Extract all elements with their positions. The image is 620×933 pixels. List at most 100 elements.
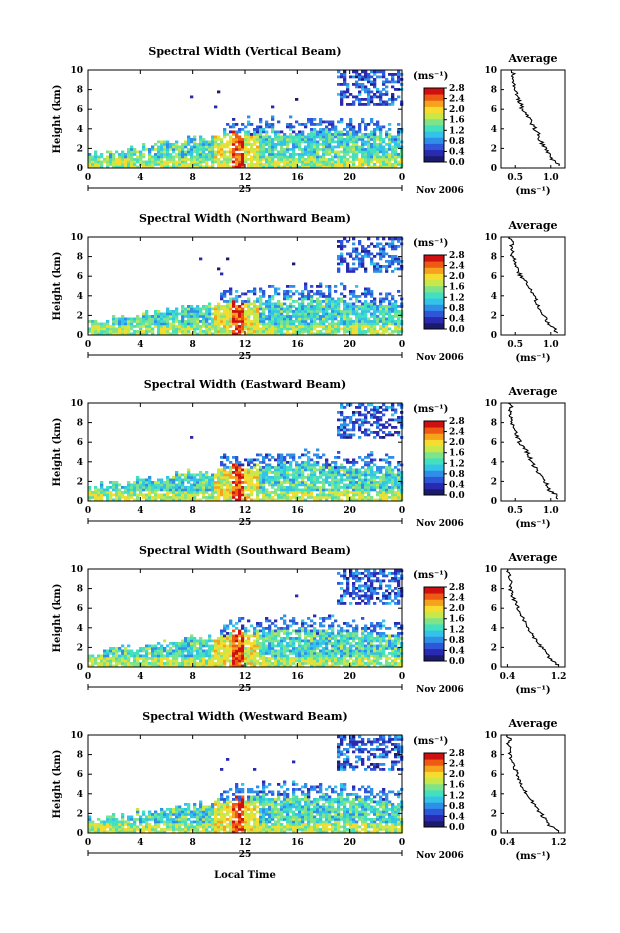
heatmap-cell: [361, 330, 364, 333]
heatmap-cell: [139, 156, 142, 159]
heatmap-cell: [226, 308, 229, 311]
heatmap-cell: [220, 660, 223, 663]
heatmap-cell: [379, 248, 382, 251]
heatmap-cell: [142, 647, 145, 650]
heatmap-cell: [202, 141, 205, 144]
heatmap-cell: [196, 146, 199, 149]
heatmap-cell: [220, 323, 223, 326]
heatmap-cell: [370, 313, 373, 316]
heatmap-cell: [112, 161, 115, 164]
heatmap-cell: [136, 325, 139, 328]
heatmap-cell: [364, 163, 367, 166]
heatmap-cell: [328, 158, 331, 161]
heatmap-cell: [310, 474, 313, 477]
heatmap-cell: [226, 258, 229, 261]
heatmap-cell: [160, 655, 163, 658]
heatmap-cell: [250, 308, 253, 311]
heatmap-cell: [274, 474, 277, 477]
heatmap-cell: [283, 141, 286, 144]
heatmap-cell: [211, 650, 214, 653]
heatmap-cell: [172, 655, 175, 658]
heatmap-cell: [298, 138, 301, 141]
heatmap-cell: [229, 481, 232, 484]
heatmap-cell: [133, 325, 136, 328]
heatmap-cell: [127, 161, 130, 164]
heatmap-cell: [241, 308, 244, 311]
heatmap-cell: [373, 141, 376, 144]
heatmap-cell: [379, 416, 382, 419]
heatmap-cell: [295, 161, 298, 164]
heatmap-cell: [349, 298, 352, 301]
heatmap-cell: [340, 138, 343, 141]
heatmap-cell: [226, 655, 229, 658]
heatmap-cell: [361, 479, 364, 482]
heatmap-cell: [169, 484, 172, 487]
heatmap-cell: [334, 476, 337, 479]
heatmap-cell: [241, 645, 244, 648]
heatmap-cell: [286, 496, 289, 499]
heatmap-cell: [208, 486, 211, 489]
heatmap-cell: [244, 141, 247, 144]
heatmap-cell: [367, 293, 370, 296]
heatmap-cell: [184, 479, 187, 482]
heatmap-cell: [187, 657, 190, 660]
heatmap-cell: [229, 325, 232, 328]
heatmap-cell: [340, 248, 343, 251]
heatmap-cell: [352, 71, 355, 74]
heatmap-cell: [367, 153, 370, 156]
heatmap-cell: [346, 494, 349, 497]
heatmap-cell: [205, 486, 208, 489]
heatmap-cell: [310, 466, 313, 469]
heatmap-cell: [346, 305, 349, 308]
heatmap-cell: [274, 481, 277, 484]
heatmap-cell: [325, 121, 328, 124]
heatmap-cell: [304, 486, 307, 489]
heatmap-cell: [115, 660, 118, 663]
heatmap-cell: [163, 151, 166, 154]
heatmap-cell: [235, 489, 238, 492]
heatmap-cell: [373, 136, 376, 139]
heatmap-cell: [367, 143, 370, 146]
heatmap-cell: [265, 141, 268, 144]
heatmap-cell: [94, 161, 97, 164]
heatmap-cell: [286, 323, 289, 326]
heatmap-cell: [175, 310, 178, 313]
heatmap-cell: [304, 320, 307, 323]
heatmap-cell: [163, 657, 166, 660]
heatmap-cell: [223, 627, 226, 630]
heatmap-cell: [376, 406, 379, 409]
heatmap-cell: [202, 146, 205, 149]
heatmap-cell: [130, 328, 133, 331]
heatmap-cell: [382, 320, 385, 323]
heatmap-cell: [124, 489, 127, 492]
heatmap-cell: [376, 245, 379, 248]
heatmap-cell: [349, 484, 352, 487]
heatmap-cell: [304, 285, 307, 288]
heatmap-cell: [109, 161, 112, 164]
heatmap-cell: [175, 471, 178, 474]
heatmap-cell: [283, 471, 286, 474]
heatmap-cell: [304, 454, 307, 457]
heatmap-cell: [367, 253, 370, 256]
heatmap-cell: [385, 328, 388, 331]
average-x-tick-label: 1.0: [543, 173, 559, 183]
heatmap-cell: [172, 158, 175, 161]
heatmap-cell: [148, 481, 151, 484]
heatmap-cell: [106, 151, 109, 154]
heatmap-cell: [202, 153, 205, 156]
heatmap-cell: [160, 156, 163, 159]
heatmap-cell: [331, 315, 334, 318]
heatmap-cell: [166, 318, 169, 321]
heatmap-cell: [139, 318, 142, 321]
heatmap-cell: [259, 131, 262, 134]
heatmap-cell: [229, 496, 232, 499]
heatmap-cell: [373, 268, 376, 271]
heatmap-cell: [319, 323, 322, 326]
heatmap-cell: [316, 315, 319, 318]
heatmap-cell: [268, 303, 271, 306]
heatmap-cell: [271, 479, 274, 482]
heatmap-cell: [307, 153, 310, 156]
heatmap-cell: [274, 161, 277, 164]
heatmap-cell: [121, 330, 124, 333]
heatmap-cell: [340, 253, 343, 256]
